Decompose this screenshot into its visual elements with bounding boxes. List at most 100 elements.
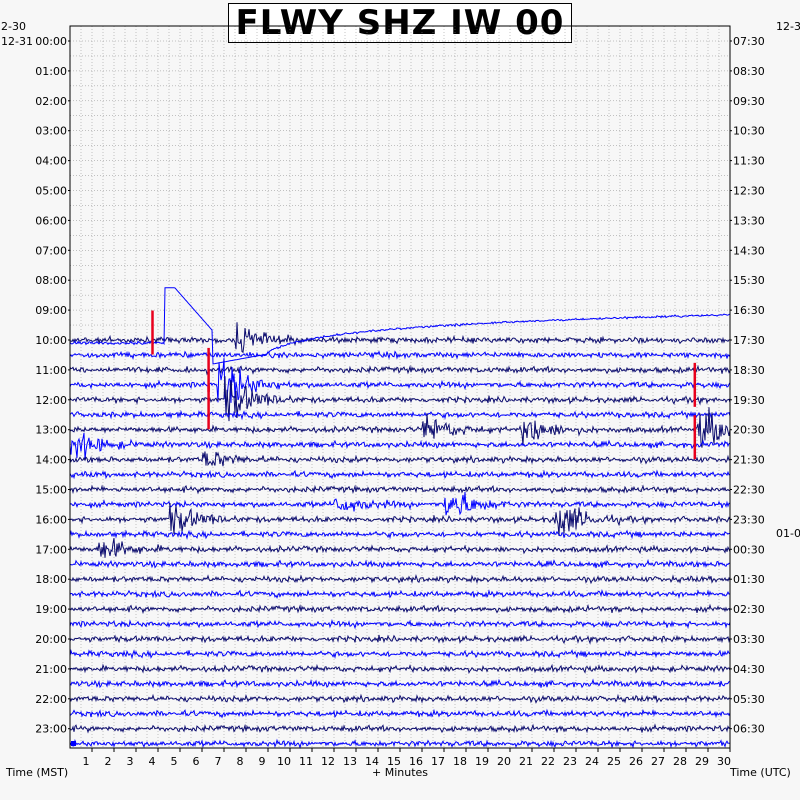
y-tick-label-left: 15:00 bbox=[35, 484, 67, 497]
y-tick-label-right: 21:30 bbox=[733, 454, 765, 467]
y-tick-label-right: 02:30 bbox=[733, 603, 765, 616]
trace-line bbox=[69, 364, 731, 376]
trace-line bbox=[69, 618, 731, 630]
right-date-mid: 01-01 bbox=[776, 527, 800, 540]
x-axis-label-right: Time (UTC) bbox=[730, 766, 791, 779]
trace-line bbox=[69, 678, 731, 689]
y-tick-label-right: 05:30 bbox=[733, 693, 765, 706]
trace-line bbox=[69, 409, 731, 421]
y-tick-label-left: 18:00 bbox=[35, 573, 67, 586]
x-tick-label: 12 bbox=[321, 755, 335, 768]
x-tick-label: 4 bbox=[149, 755, 156, 768]
trace-line bbox=[69, 502, 731, 536]
trace-line bbox=[69, 738, 731, 749]
end-marker bbox=[71, 741, 76, 746]
x-tick-label: 23 bbox=[563, 755, 577, 768]
x-tick-label: 26 bbox=[629, 755, 643, 768]
trace-line bbox=[69, 538, 731, 558]
y-tick-label-right: 12:30 bbox=[733, 185, 765, 198]
x-tick-label: 17 bbox=[431, 755, 445, 768]
y-tick-label-right: 00:30 bbox=[733, 543, 765, 556]
trace-line bbox=[69, 287, 731, 365]
y-tick-label-left: 09:00 bbox=[35, 304, 67, 317]
x-tick-label: 8 bbox=[237, 755, 244, 768]
x-tick-label: 1 bbox=[83, 755, 90, 768]
y-tick-label-left: 00:00 bbox=[35, 35, 67, 48]
x-tick-label: 29 bbox=[695, 755, 709, 768]
trace-line bbox=[69, 407, 731, 448]
y-tick-label-left: 07:00 bbox=[35, 244, 67, 257]
x-axis-label-center: + Minutes bbox=[372, 766, 429, 779]
y-tick-label-left: 22:00 bbox=[35, 693, 67, 706]
x-axis: 1 2 3 4 5 6 7 8 9 10 11 12 13 14 15 16 17 18 19 20 21 22 23 24 2… bbox=[83, 748, 731, 768]
x-tick-label: 28 bbox=[673, 755, 687, 768]
trace-line bbox=[69, 634, 731, 645]
event-markers bbox=[71, 310, 697, 746]
y-tick-label-right: 15:30 bbox=[733, 274, 765, 287]
trace-line bbox=[69, 529, 731, 540]
y-tick-label-right: 18:30 bbox=[733, 364, 765, 377]
y-tick-label-right: 19:30 bbox=[733, 394, 765, 407]
y-tick-label-right: 16:30 bbox=[733, 304, 765, 317]
y-tick-label-right: 10:30 bbox=[733, 125, 765, 138]
y-tick-label-right: 03:30 bbox=[733, 633, 765, 646]
y-tick-label-left: 14:00 bbox=[35, 454, 67, 467]
x-tick-label: 5 bbox=[171, 755, 178, 768]
y-tick-label-right: 13:30 bbox=[733, 214, 765, 227]
y-tick-label-left: 06:00 bbox=[35, 214, 67, 227]
trace-line bbox=[69, 432, 731, 460]
x-tick-label: 6 bbox=[193, 755, 200, 768]
y-tick-label-right: 17:30 bbox=[733, 334, 765, 347]
x-tick-label: 22 bbox=[541, 755, 555, 768]
y-axis-right: 07:30 08:30 09:30 10:30 11:30 12:30 13:30 14:30… bbox=[730, 35, 765, 736]
trace-line bbox=[69, 603, 731, 615]
y-tick-label-left: 10:00 bbox=[35, 334, 67, 347]
y-tick-label-left: 12:00 bbox=[35, 394, 67, 407]
y-tick-label-left: 20:00 bbox=[35, 633, 67, 646]
trace-line bbox=[69, 376, 731, 422]
trace-line bbox=[69, 451, 731, 467]
x-tick-label: 10 bbox=[277, 755, 291, 768]
x-tick-label: 14 bbox=[365, 755, 379, 768]
x-tick-label: 7 bbox=[215, 755, 222, 768]
y-tick-label-right: 04:30 bbox=[733, 663, 765, 676]
y-tick-label-left: 23:00 bbox=[35, 723, 67, 736]
x-tick-label: 16 bbox=[409, 755, 423, 768]
y-tick-label-left: 13:00 bbox=[35, 424, 67, 437]
trace-line bbox=[69, 358, 731, 408]
trace-line bbox=[69, 484, 731, 495]
y-tick-label-right: 14:30 bbox=[733, 244, 765, 257]
y-tick-label-right: 20:30 bbox=[733, 424, 765, 437]
left-date-top: 12-30 bbox=[0, 20, 26, 33]
y-tick-label-right: 09:30 bbox=[733, 95, 765, 108]
x-tick-label: 24 bbox=[585, 755, 599, 768]
y-tick-label-left: 17:00 bbox=[35, 543, 67, 556]
chart-title: FLWY SHZ IW 00 bbox=[228, 3, 572, 43]
y-tick-label-right: 01:30 bbox=[733, 573, 765, 586]
y-tick-label-left: 11:00 bbox=[35, 364, 67, 377]
trace-line bbox=[69, 589, 731, 599]
x-tick-label: 25 bbox=[607, 755, 621, 768]
x-tick-label: 2 bbox=[105, 755, 112, 768]
y-axis-left: 00:00 01:00 02:00 03:00 04:00 05:00 06:00 07:00… bbox=[35, 35, 70, 736]
y-tick-label-left: 19:00 bbox=[35, 603, 67, 616]
y-tick-label-left: 16:00 bbox=[35, 513, 67, 526]
x-tick-label: 18 bbox=[453, 755, 467, 768]
y-tick-label-left: 02:00 bbox=[35, 95, 67, 108]
y-tick-label-right: 06:30 bbox=[733, 723, 765, 736]
y-tick-label-left: 01:00 bbox=[35, 65, 67, 78]
x-tick-label: 9 bbox=[259, 755, 266, 768]
trace-line bbox=[69, 693, 731, 704]
y-tick-label-right: 11:30 bbox=[733, 155, 765, 168]
trace-line bbox=[69, 469, 731, 480]
y-tick-label-left: 05:00 bbox=[35, 185, 67, 198]
right-date-top: 12-31 bbox=[776, 20, 800, 33]
y-tick-label-right: 22:30 bbox=[733, 484, 765, 497]
y-tick-label-left: 08:00 bbox=[35, 274, 67, 287]
trace-line bbox=[69, 558, 731, 569]
trace-line bbox=[69, 573, 731, 585]
trace-line bbox=[69, 350, 731, 360]
x-tick-label: 21 bbox=[519, 755, 533, 768]
x-tick-label: 19 bbox=[475, 755, 489, 768]
